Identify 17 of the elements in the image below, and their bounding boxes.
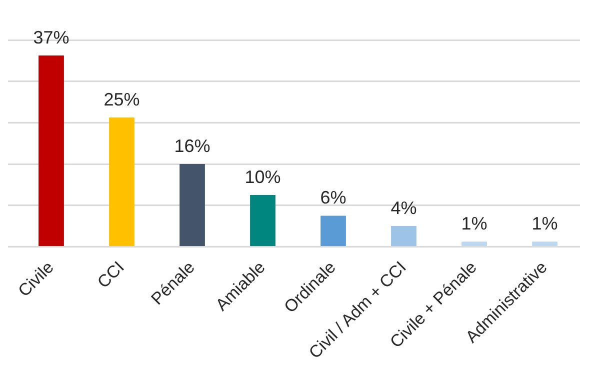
- data-label: 16%: [174, 136, 210, 156]
- data-label: 25%: [104, 89, 140, 110]
- data-label: 6%: [320, 188, 346, 208]
- data-label: 1%: [461, 214, 488, 234]
- bar: [250, 195, 276, 246]
- data-label: 10%: [244, 167, 281, 188]
- data-label: 4%: [390, 198, 417, 218]
- data-label: 37%: [33, 27, 70, 48]
- bar: [180, 164, 205, 246]
- x-tick-label: CCI: [94, 258, 128, 292]
- bar: [38, 56, 64, 246]
- data-label: 1%: [532, 214, 558, 234]
- bar: [462, 242, 487, 246]
- bar: [109, 118, 134, 246]
- bar: [391, 226, 416, 246]
- bar: [532, 242, 558, 246]
- bar: [320, 216, 346, 246]
